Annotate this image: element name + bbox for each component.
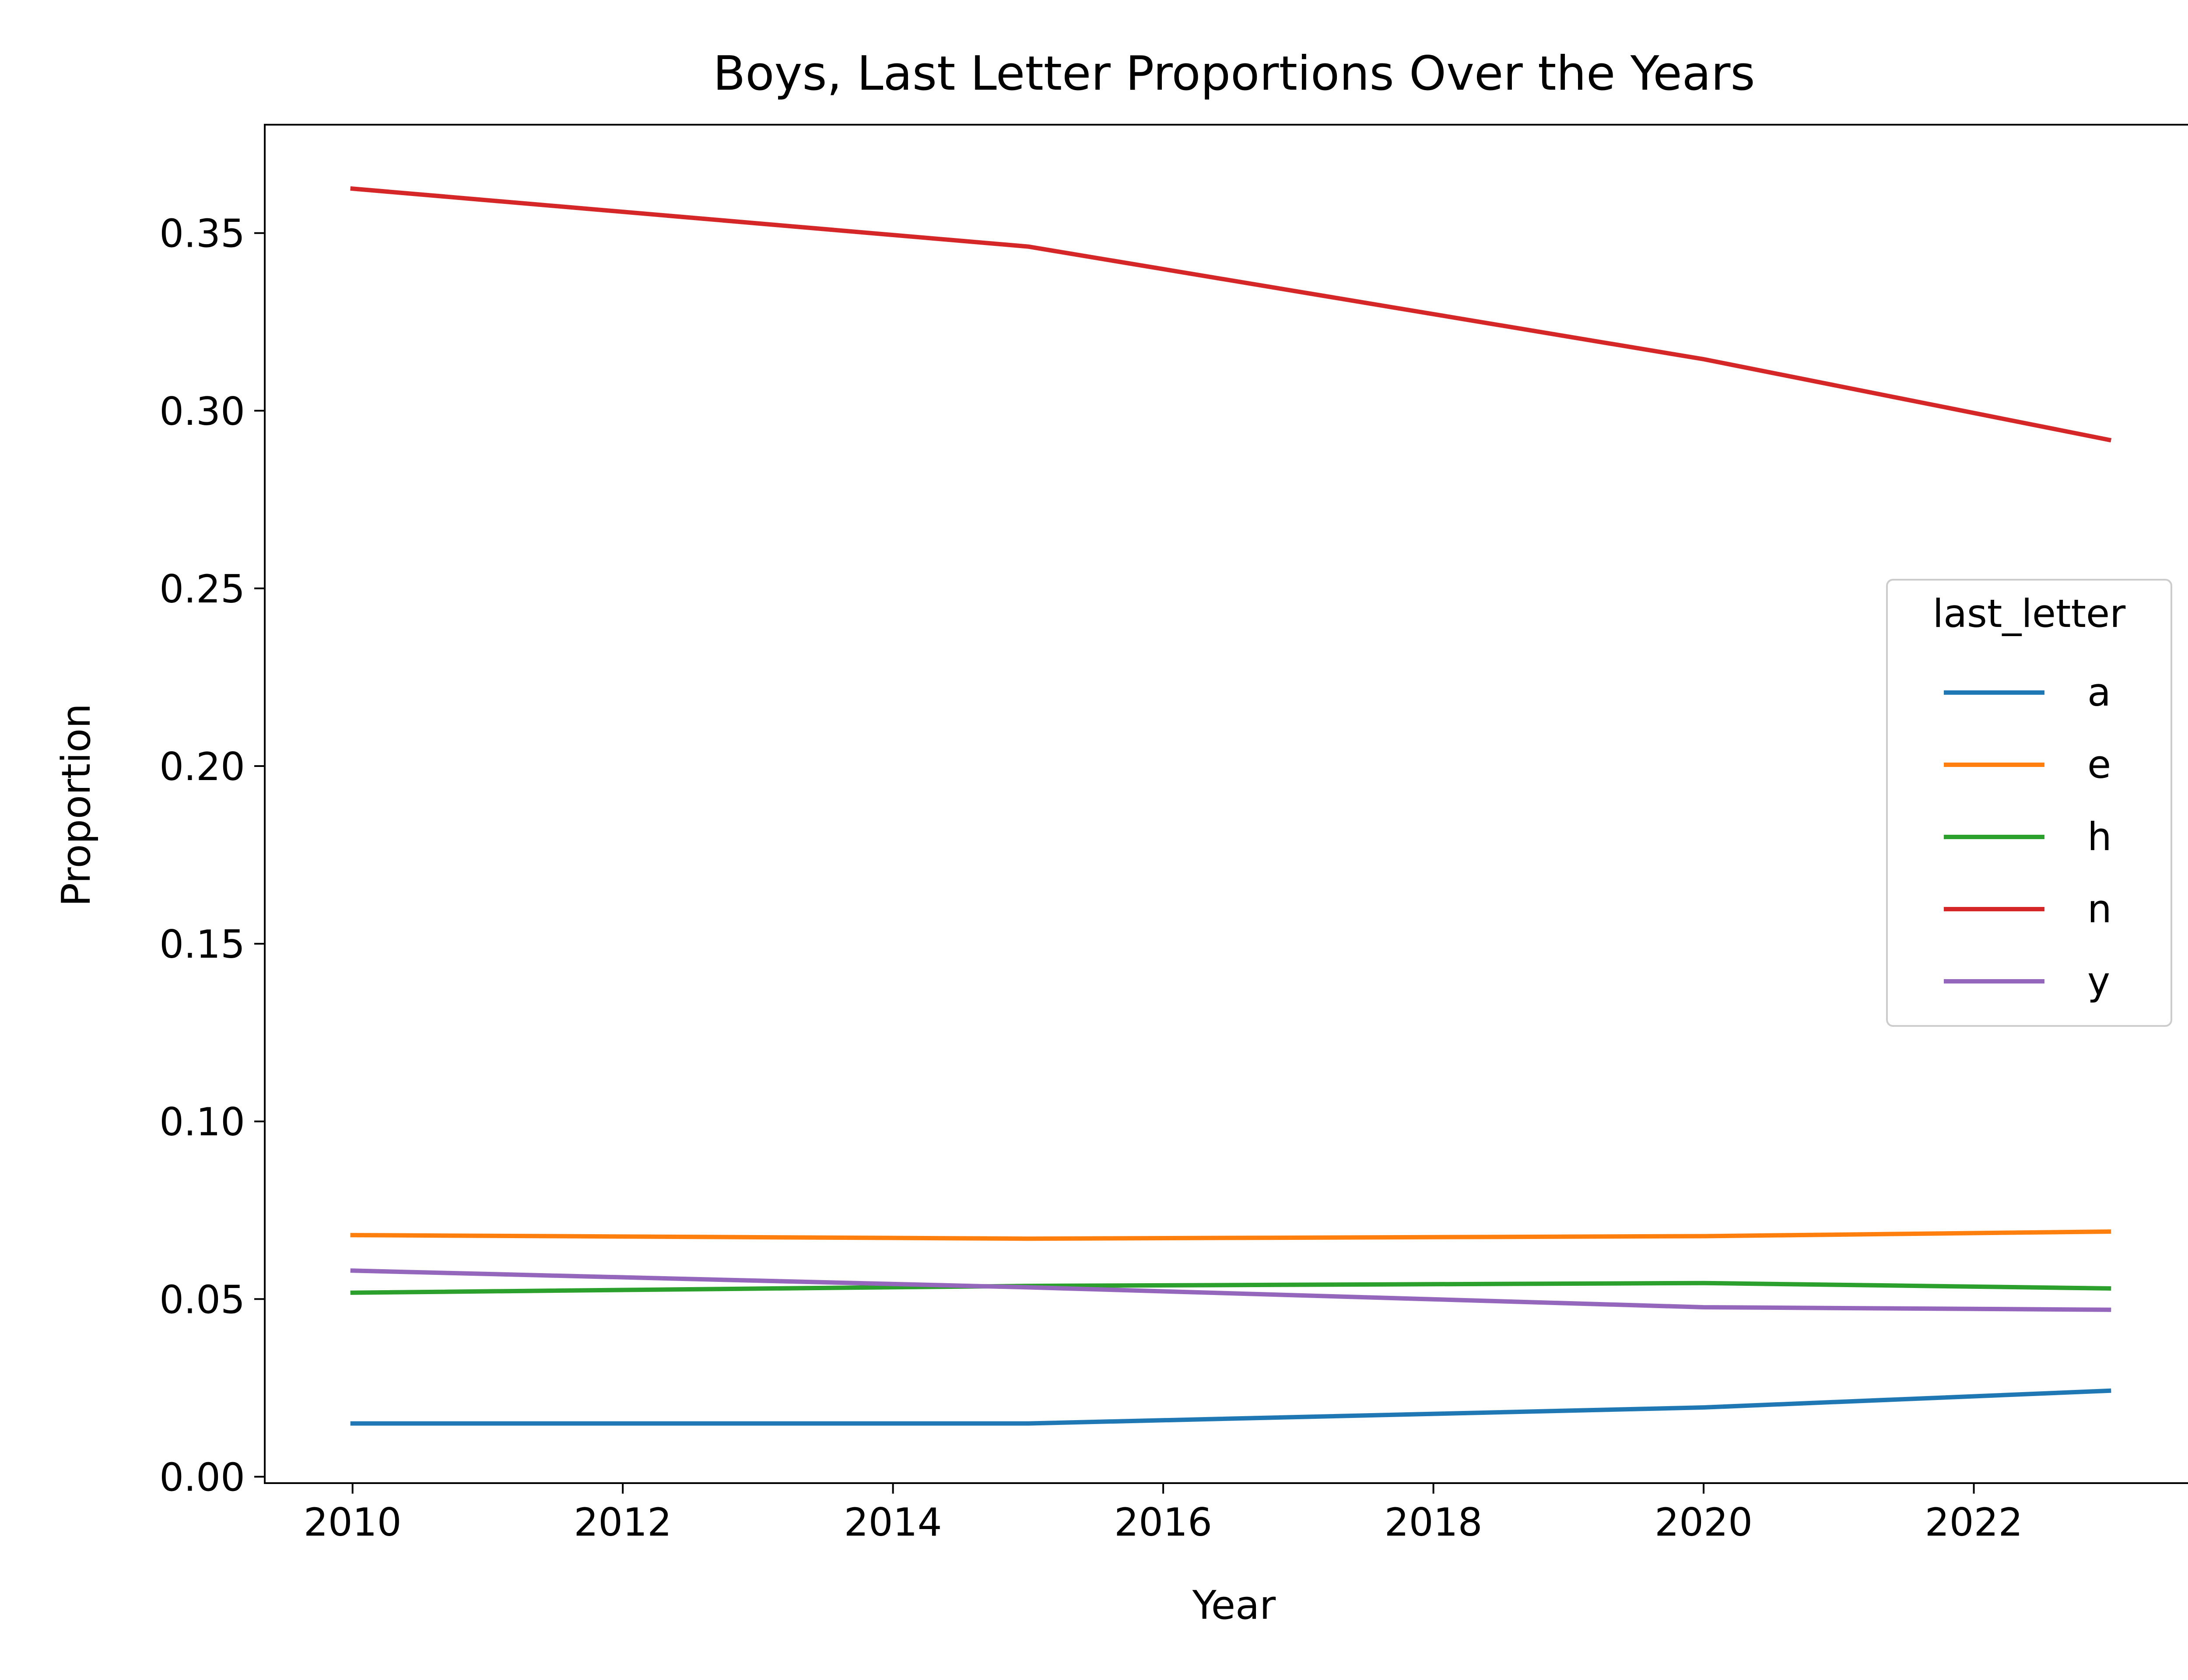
plot-frame <box>264 124 2188 1484</box>
y-tick-label: 0.30 <box>159 389 245 434</box>
x-tick-label: 2010 <box>304 1500 402 1545</box>
chart-title: Boys, Last Letter Proportions Over the Y… <box>713 46 1755 101</box>
y-tick-label: 0.10 <box>159 1099 245 1144</box>
series-line-a <box>350 1388 2111 1426</box>
x-tick-label: 2012 <box>574 1500 672 1545</box>
series-line-h <box>350 1281 2111 1295</box>
y-tick-label: 0.35 <box>159 211 245 256</box>
y-tick-label: 0.20 <box>159 744 245 789</box>
x-tick-label: 2018 <box>1385 1500 1483 1545</box>
x-tick-label: 2022 <box>1925 1500 2023 1545</box>
legend-label-y: y <box>2087 959 2110 1004</box>
legend-label-n: n <box>2087 886 2112 931</box>
x-tick-label: 2014 <box>844 1500 942 1545</box>
y-tick-label: 0.15 <box>159 922 245 967</box>
x-axis-label: Year <box>1192 1582 1276 1628</box>
x-tick-label: 2020 <box>1655 1500 1753 1545</box>
y-tick-label: 0.00 <box>159 1455 245 1500</box>
legend-box <box>1886 579 2172 1027</box>
y-axis-label: Proportion <box>53 704 99 906</box>
legend-label-h: h <box>2087 814 2112 859</box>
series-line-n <box>350 186 2112 443</box>
y-axis: 0.00 0.05 0.10 0.15 0.20 0.25 0.30 0.35 <box>159 211 265 1500</box>
series-line-e <box>350 1229 2111 1241</box>
y-tick-label: 0.05 <box>159 1277 245 1322</box>
legend-title: last_letter <box>1933 591 2126 636</box>
x-tick-label: 2016 <box>1114 1500 1212 1545</box>
plot-area <box>264 124 2188 1484</box>
x-axis: 2010 2012 2014 2016 2018 2020 2022 <box>304 1483 2023 1545</box>
legend-label-e: e <box>2087 742 2111 787</box>
series-line-y <box>350 1268 2111 1312</box>
legend-label-a: a <box>2087 670 2111 715</box>
y-tick-label: 0.25 <box>159 567 245 612</box>
